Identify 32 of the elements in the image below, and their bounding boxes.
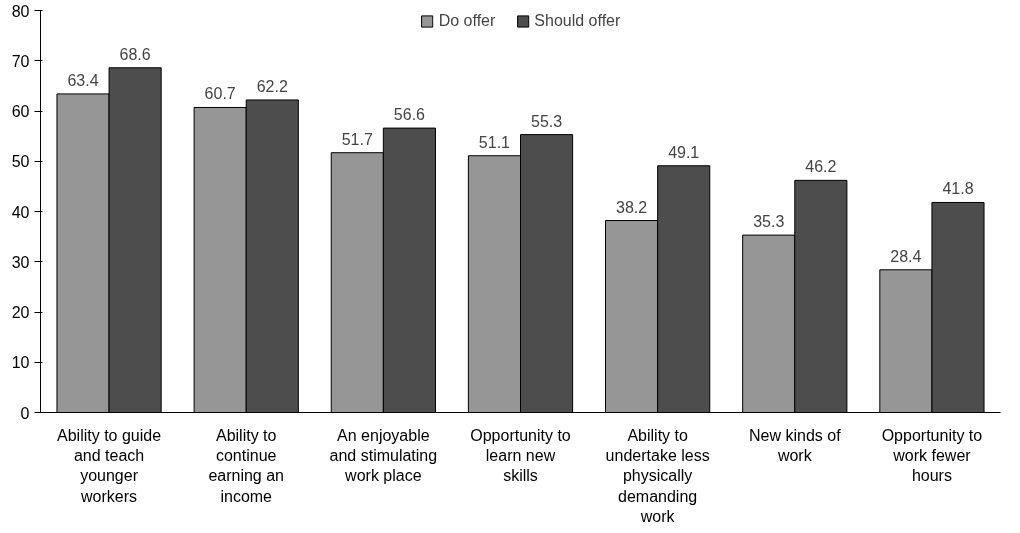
data-label: 35.3 [753,213,785,231]
y-tick-label: 80 [11,2,30,20]
x-tick-label: Ability to undertake less physically demanding work [605,426,710,526]
y-tick-label: 60 [11,103,30,120]
data-label: 56.6 [393,106,426,124]
data-label: 51.7 [341,130,373,148]
x-tick-label: New kinds of work [748,426,842,464]
data-label: 60.7 [204,85,236,103]
y-tick-label: 10 [11,354,30,372]
y-tick-label: 50 [11,153,30,171]
y-tick-label: 70 [11,52,30,70]
data-label: 49.1 [668,143,700,161]
legend-label: Do offer [438,12,496,30]
data-label: 55.3 [530,112,563,130]
data-label: 68.6 [119,45,151,63]
y-tick-label: 40 [11,203,30,221]
y-tick-label: 30 [11,253,30,271]
data-label: 62.2 [256,77,288,95]
x-tick-label: Ability to continue earning an income [208,426,285,505]
x-tick-label: Opportunity to work fewer hours [881,426,983,485]
x-tick-label: Ability to guide and teach younger workers [57,426,162,505]
x-tick-label: Opportunity to learn new skills [470,426,571,485]
data-label: 46.2 [805,158,837,176]
data-label: 28.4 [890,247,922,265]
y-tick-label: 0 [20,404,30,422]
data-label: 51.1 [478,133,511,151]
legend-label: Should offer [534,12,621,30]
data-label: 63.4 [67,71,99,89]
x-tick-label: An enjoyable and stimulating work place [329,426,438,485]
data-label: 38.2 [616,198,648,216]
data-label: 41.8 [942,180,974,198]
y-tick-label: 20 [11,304,30,321]
